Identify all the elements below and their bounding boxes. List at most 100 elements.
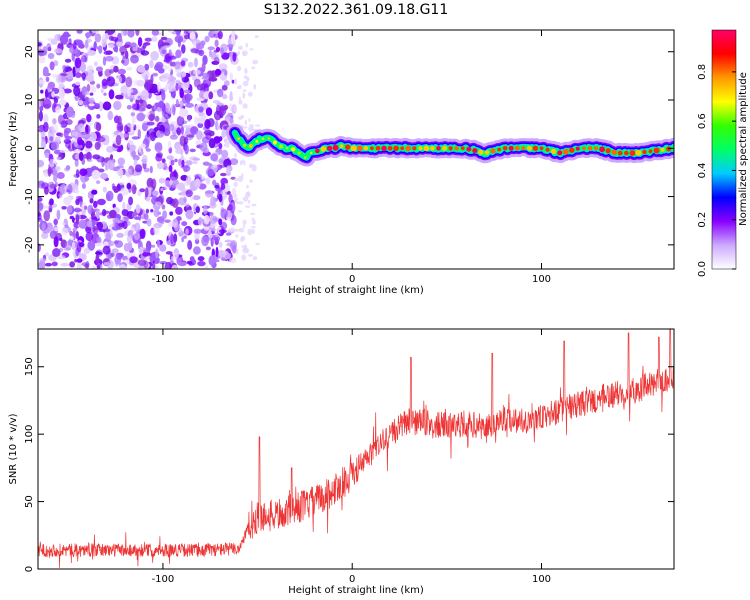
- noise-blob: [144, 187, 149, 198]
- noise-blob: [248, 118, 251, 122]
- noise-blob: [201, 235, 210, 247]
- noise-blob: [161, 42, 170, 46]
- noise-blob: [112, 131, 118, 138]
- noise-blob: [74, 158, 79, 167]
- noise-blob: [186, 260, 193, 265]
- noise-blob: [236, 248, 239, 255]
- noise-blob: [174, 61, 181, 70]
- noise-blob: [86, 113, 92, 123]
- noise-blob: [52, 248, 61, 257]
- noise-blob: [49, 183, 57, 189]
- noise-blob: [203, 162, 212, 166]
- noise-blob: [101, 208, 107, 217]
- noise-blob: [42, 205, 50, 209]
- noise-blob: [138, 246, 144, 255]
- noise-blob: [102, 228, 111, 232]
- noise-blob: [38, 42, 42, 47]
- noise-blob: [172, 198, 179, 209]
- noise-blob: [125, 168, 133, 178]
- noise-blob: [88, 103, 95, 107]
- noise-blob: [169, 123, 175, 132]
- noise-blob: [62, 64, 67, 71]
- noise-blob: [203, 91, 211, 100]
- noise-blob: [102, 56, 107, 66]
- noise-blob: [92, 226, 99, 231]
- noise-blob: [235, 234, 239, 238]
- noise-blob: [165, 103, 170, 114]
- noise-blob: [61, 206, 67, 210]
- noise-blob: [159, 215, 165, 225]
- noise-blob: [53, 227, 59, 232]
- noise-blob: [185, 209, 194, 220]
- noise-blob: [252, 59, 259, 65]
- noise-blob: [162, 73, 171, 80]
- noise-blob: [177, 261, 187, 267]
- noise-blob: [229, 72, 233, 81]
- noise-blob: [241, 254, 247, 261]
- noise-blob: [218, 229, 227, 234]
- noise-blob: [214, 39, 219, 48]
- noise-blob: [60, 120, 68, 128]
- noise-blob: [143, 260, 149, 269]
- colorbar: 0.0 0.2 0.4 0.6 0.8 Normalized spectral ampl…: [697, 29, 749, 277]
- noise-blob: [185, 189, 193, 198]
- noise-blob: [173, 169, 177, 179]
- noise-blob: [159, 261, 168, 265]
- noise-blob: [154, 144, 163, 153]
- ridge-peak: [255, 140, 259, 143]
- noise-blob: [81, 72, 86, 79]
- noise-blob: [126, 235, 133, 243]
- noise-blob: [62, 222, 66, 226]
- noise-blob: [220, 172, 227, 177]
- noise-blob: [80, 55, 87, 63]
- noise-blob: [198, 183, 207, 190]
- noise-blob: [205, 107, 213, 116]
- noise-blob: [85, 140, 93, 149]
- noise-blob: [117, 115, 122, 126]
- noise-blob: [90, 84, 95, 89]
- noise-blob: [175, 83, 179, 92]
- noise-blob: [183, 136, 189, 145]
- noise-blob: [81, 262, 90, 267]
- noise-blob: [247, 228, 253, 236]
- noise-blob: [136, 79, 145, 87]
- ridge-peak: [539, 146, 544, 151]
- noise-blob: [180, 125, 184, 135]
- noise-blob: [73, 85, 81, 97]
- noise-blob: [160, 78, 169, 82]
- noise-blob: [233, 181, 238, 188]
- noise-blob: [151, 178, 157, 190]
- noise-blob: [175, 49, 182, 59]
- noise-blob: [106, 76, 116, 87]
- noise-blob: [95, 253, 100, 264]
- y-tick-label: 100: [24, 425, 35, 444]
- noise-blob: [43, 113, 49, 124]
- noise-blob: [103, 262, 111, 266]
- noise-blob: [51, 123, 59, 134]
- noise-blob: [254, 35, 259, 38]
- noise-blob: [89, 197, 94, 204]
- noise-blob: [56, 74, 62, 84]
- noise-blob: [164, 261, 172, 269]
- noise-blob: [202, 72, 210, 79]
- ridge-peak: [569, 147, 575, 153]
- noise-blob: [214, 68, 222, 76]
- noise-blob: [105, 55, 114, 62]
- noise-blob: [88, 97, 95, 103]
- noise-blob: [116, 41, 122, 46]
- noise-blob: [108, 89, 115, 100]
- noise-blob: [47, 226, 55, 232]
- noise-blob: [208, 77, 218, 82]
- noise-blob: [145, 246, 151, 253]
- noise-blob: [91, 216, 97, 220]
- ridge-peak: [642, 149, 647, 155]
- noise-blob: [238, 84, 242, 90]
- noise-blob: [97, 136, 106, 143]
- colorbar-tick-label: 0.6: [697, 113, 708, 129]
- noise-blob: [126, 182, 132, 190]
- y-tick-label: -10: [24, 188, 35, 204]
- noise-blob: [163, 64, 168, 71]
- noise-blob: [211, 227, 217, 232]
